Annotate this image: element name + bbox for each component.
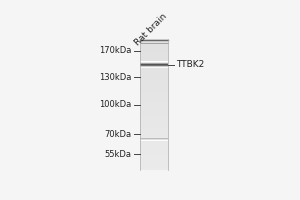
Bar [140,137,168,138]
Bar [140,114,168,116]
Bar [140,59,168,61]
Bar [140,107,168,109]
Bar [140,159,168,162]
Bar [140,124,168,127]
Bar [140,57,168,59]
Bar [140,81,168,83]
Bar [140,135,168,138]
Bar [140,52,168,55]
Text: 55kDa: 55kDa [105,150,132,159]
Bar [140,66,168,68]
Bar [140,76,168,79]
Bar [140,166,168,168]
Bar [140,85,168,87]
Bar [140,94,168,96]
Bar [140,63,168,66]
Bar [140,98,168,100]
Bar [140,96,168,98]
Bar [140,164,168,166]
Bar [140,79,168,81]
Bar [140,153,168,155]
Bar [140,144,168,146]
Bar [140,151,168,153]
Bar [140,111,168,114]
Bar [140,44,168,46]
Bar [140,133,168,135]
Bar [140,140,168,142]
Bar [140,103,168,105]
Bar [140,127,168,129]
Text: 70kDa: 70kDa [104,130,132,139]
Bar [140,116,168,118]
Bar [140,100,168,103]
Bar [140,118,168,120]
Bar [140,92,168,94]
Bar [140,142,168,144]
Text: Rat brain: Rat brain [133,12,168,48]
Bar [140,155,168,157]
Bar [140,131,168,133]
Text: 130kDa: 130kDa [99,73,132,82]
Bar [140,109,168,111]
Bar [140,61,168,63]
Bar [140,120,168,122]
Bar [140,74,168,76]
Bar [140,157,168,159]
Bar [140,122,168,124]
Text: 100kDa: 100kDa [99,100,132,109]
Bar [140,50,168,52]
Bar [140,39,168,170]
Bar [140,68,168,70]
Bar [140,46,168,48]
Bar [140,148,168,151]
Bar [140,48,168,50]
Bar [140,168,168,170]
Bar [140,72,168,74]
Bar [140,146,168,148]
Bar [140,138,168,139]
Bar [140,105,168,107]
Text: 170kDa: 170kDa [99,46,132,55]
Text: TTBK2: TTBK2 [176,60,204,69]
Bar [140,39,168,42]
Bar [140,90,168,92]
Bar [140,162,168,164]
Bar [140,138,168,140]
Bar [140,129,168,131]
Bar [140,87,168,90]
Bar [140,55,168,57]
Bar [140,42,168,44]
Bar [140,83,168,85]
Bar [140,70,168,72]
Bar [140,140,168,141]
Bar [140,139,168,140]
